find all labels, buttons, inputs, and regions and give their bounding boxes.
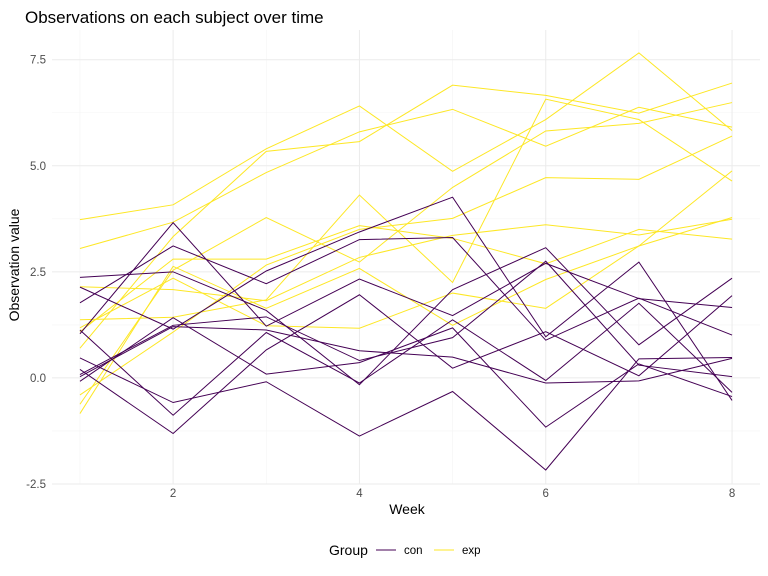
grid [52,30,760,485]
legend-label-con: con [404,545,423,557]
series-line-exp [79,52,733,221]
series-line-exp [79,102,733,405]
series-line-con [79,247,733,386]
y-tick-label: -2.5 [26,479,46,491]
series-line-exp [79,135,733,396]
x-axis-ticks: 2 4 6 8 [170,488,735,500]
series-line-exp [79,225,733,333]
y-tick-label: 2.5 [30,267,46,279]
y-axis-ticks: -2.5 0.0 2.5 5.0 7.5 [26,55,46,491]
series-line-exp [79,218,733,302]
series-line-exp [79,217,733,414]
chart-title: Observations on each subject over time [25,8,324,27]
legend-title: Group [329,542,368,558]
series-line-exp [79,98,733,321]
series-line-exp [79,106,733,249]
series-line-con [79,302,733,416]
series-line-exp [79,82,733,349]
x-tick-label: 4 [356,488,363,500]
series-line-con [79,317,733,428]
legend: Group con exp [329,542,481,558]
series-line-con [79,196,733,401]
series-line-con [79,294,733,435]
series-line-con [79,260,733,378]
y-axis-title: Observation value [6,208,22,321]
x-tick-label: 2 [170,488,176,500]
y-tick-label: 5.0 [30,161,46,173]
y-tick-label: 7.5 [30,55,46,67]
series-line-con [79,236,733,341]
x-axis-title: Week [389,501,426,517]
series-line-con [79,221,733,335]
series-lines [79,52,733,471]
legend-label-exp: exp [462,545,481,557]
series-line-con [79,326,733,384]
series-line-con [79,357,733,471]
x-tick-label: 6 [543,488,549,500]
legend-items: con exp [376,545,481,557]
y-tick-label: 0.0 [30,373,46,385]
series-line-exp [79,170,733,329]
x-tick-label: 8 [729,488,735,500]
